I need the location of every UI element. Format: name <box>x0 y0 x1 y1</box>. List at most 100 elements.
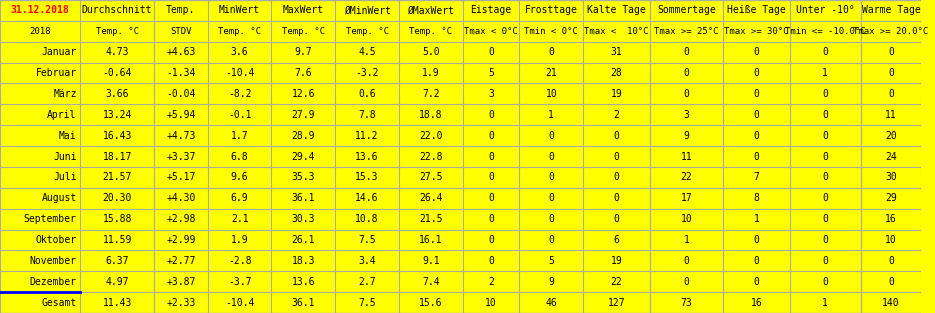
Text: 2.7: 2.7 <box>358 277 376 287</box>
Text: 13.6: 13.6 <box>355 151 379 162</box>
Text: 0: 0 <box>488 110 494 120</box>
Text: 0: 0 <box>613 193 619 203</box>
Text: 0: 0 <box>548 151 554 162</box>
Text: 9.7: 9.7 <box>295 47 312 57</box>
Text: 36.1: 36.1 <box>292 193 315 203</box>
Text: 5: 5 <box>548 256 554 266</box>
Text: März: März <box>53 89 77 99</box>
Text: 6.8: 6.8 <box>231 151 249 162</box>
Text: MinWert: MinWert <box>219 5 260 15</box>
Text: 4.73: 4.73 <box>106 47 129 57</box>
Text: 0: 0 <box>754 89 759 99</box>
Text: 4.5: 4.5 <box>358 47 376 57</box>
Text: +4.30: +4.30 <box>166 193 195 203</box>
Text: 4.97: 4.97 <box>106 277 129 287</box>
Text: Tmax <  10°C: Tmax < 10°C <box>584 27 649 36</box>
Text: 3.4: 3.4 <box>358 256 376 266</box>
Text: 0: 0 <box>888 256 894 266</box>
Text: 22: 22 <box>611 277 623 287</box>
Text: 16: 16 <box>885 214 897 224</box>
Text: 18.3: 18.3 <box>292 256 315 266</box>
Text: Warme Tage: Warme Tage <box>861 5 920 15</box>
Text: 15.88: 15.88 <box>103 214 132 224</box>
Text: 9.1: 9.1 <box>422 256 439 266</box>
Text: 7: 7 <box>754 172 759 182</box>
Text: 0: 0 <box>683 47 689 57</box>
Text: 21: 21 <box>545 68 557 78</box>
Text: Kalte Tage: Kalte Tage <box>587 5 646 15</box>
Text: 10.8: 10.8 <box>355 214 379 224</box>
Text: 16.1: 16.1 <box>419 235 442 245</box>
Text: 0: 0 <box>754 256 759 266</box>
Text: -8.2: -8.2 <box>228 89 252 99</box>
Text: 7.5: 7.5 <box>358 235 376 245</box>
Text: 0: 0 <box>822 89 828 99</box>
Text: ØMinWert: ØMinWert <box>343 5 391 15</box>
Text: Tmax >= 30°C: Tmax >= 30°C <box>725 27 789 36</box>
Text: -2.8: -2.8 <box>228 256 252 266</box>
Text: +2.33: +2.33 <box>166 298 195 308</box>
Text: 7.8: 7.8 <box>358 110 376 120</box>
Text: 7.6: 7.6 <box>295 68 312 78</box>
Text: September: September <box>23 214 77 224</box>
Text: 0: 0 <box>888 89 894 99</box>
Text: 19: 19 <box>611 89 623 99</box>
Text: 1: 1 <box>548 110 554 120</box>
Text: 20.30: 20.30 <box>103 193 132 203</box>
Text: 16.43: 16.43 <box>103 131 132 141</box>
Text: 7.2: 7.2 <box>422 89 439 99</box>
Text: 0: 0 <box>488 151 494 162</box>
Text: 0: 0 <box>548 47 554 57</box>
Text: Heiße Tage: Heiße Tage <box>727 5 786 15</box>
Text: 10: 10 <box>545 89 557 99</box>
Text: +2.77: +2.77 <box>166 256 195 266</box>
Text: 18.8: 18.8 <box>419 110 442 120</box>
Text: 0: 0 <box>822 131 828 141</box>
Text: ØMaxWert: ØMaxWert <box>408 5 454 15</box>
Text: 2.1: 2.1 <box>231 214 249 224</box>
Text: 29.4: 29.4 <box>292 151 315 162</box>
Text: 0: 0 <box>548 193 554 203</box>
Text: Mai: Mai <box>59 131 77 141</box>
Text: 1.9: 1.9 <box>422 68 439 78</box>
Text: 26.4: 26.4 <box>419 193 442 203</box>
Text: 0: 0 <box>488 47 494 57</box>
Text: Temp. °C: Temp. °C <box>218 27 261 36</box>
Text: 0: 0 <box>754 277 759 287</box>
Text: 0: 0 <box>683 277 689 287</box>
Text: 0: 0 <box>754 47 759 57</box>
Text: +4.73: +4.73 <box>166 131 195 141</box>
Text: August: August <box>41 193 77 203</box>
Text: +5.94: +5.94 <box>166 110 195 120</box>
Text: 0: 0 <box>822 193 828 203</box>
Text: -3.7: -3.7 <box>228 277 252 287</box>
Text: Temp. °C: Temp. °C <box>346 27 389 36</box>
Text: 11.2: 11.2 <box>355 131 379 141</box>
Text: 14.6: 14.6 <box>355 193 379 203</box>
Text: Tmin <= -10.0°C: Tmin <= -10.0°C <box>784 27 866 36</box>
Text: +3.87: +3.87 <box>166 277 195 287</box>
Text: Eistage: Eistage <box>470 5 511 15</box>
Text: 2: 2 <box>613 110 619 120</box>
Text: 15.6: 15.6 <box>419 298 442 308</box>
Text: Tmax < 0°C: Tmax < 0°C <box>464 27 518 36</box>
Text: 22.8: 22.8 <box>419 151 442 162</box>
Text: 17: 17 <box>681 193 693 203</box>
Text: 35.3: 35.3 <box>292 172 315 182</box>
Text: 11: 11 <box>681 151 693 162</box>
Text: -10.4: -10.4 <box>225 298 254 308</box>
Text: 0: 0 <box>822 256 828 266</box>
Text: 7.4: 7.4 <box>422 277 439 287</box>
Text: 5.0: 5.0 <box>422 47 439 57</box>
Text: 127: 127 <box>608 298 626 308</box>
Text: 0: 0 <box>888 47 894 57</box>
Text: 140: 140 <box>882 298 899 308</box>
Text: 29: 29 <box>885 193 897 203</box>
Text: 0: 0 <box>488 256 494 266</box>
Text: 6: 6 <box>613 235 619 245</box>
Text: 11.59: 11.59 <box>103 235 132 245</box>
Text: 0: 0 <box>822 235 828 245</box>
Text: 0: 0 <box>548 131 554 141</box>
Text: 27.5: 27.5 <box>419 172 442 182</box>
Text: 0: 0 <box>822 277 828 287</box>
